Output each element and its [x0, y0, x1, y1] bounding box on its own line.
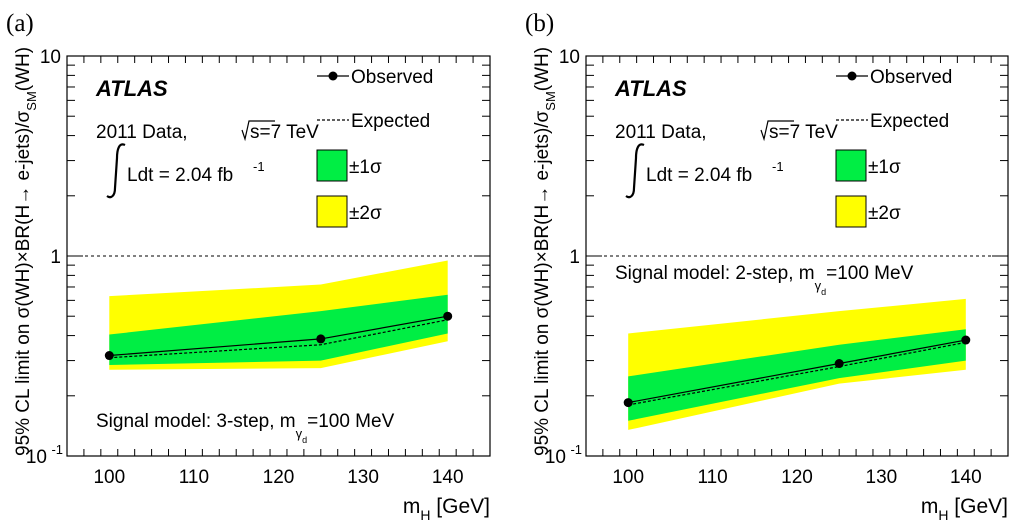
y-label-main: 95% CL limit on σ(WH)×BR(H→ e-jets)/σ — [13, 110, 34, 456]
legend-observed-label: Observed — [870, 67, 952, 88]
x-tick-label: 140 — [432, 467, 464, 488]
x-label-main: m — [403, 495, 421, 518]
dataset-label: 2011 Data, — [615, 122, 707, 143]
panel-label: (a) — [6, 10, 34, 37]
legend-observed-marker — [847, 71, 857, 81]
y-tick-label: 1 — [50, 247, 61, 268]
panel-label: (b) — [525, 10, 554, 37]
sqrt-s-label: s=7 TeV — [769, 122, 838, 143]
x-tick-label: 100 — [612, 467, 644, 488]
observed-point — [834, 359, 844, 369]
lumi-exponent: -1 — [253, 159, 265, 174]
legend: Observed Expected ±1σ ±2σ — [316, 67, 433, 228]
dataset-label: 2011 Data, — [96, 122, 188, 143]
observed-point — [443, 311, 453, 321]
x-tick-label: 110 — [179, 467, 209, 488]
y-tick-label: 10 — [545, 447, 566, 468]
integral-symbol — [106, 143, 126, 199]
observed-point — [104, 351, 114, 361]
legend-two-sigma-swatch — [835, 195, 867, 228]
lumi-label: Ldt = 2.04 fb — [127, 165, 233, 186]
y-label-main: 95% CL limit on σ(WH)×BR(H→ e-jets)/σ — [532, 110, 553, 456]
y-label-sub: SM — [24, 91, 39, 111]
x-tick-label: 110 — [697, 467, 727, 488]
x-tick-label: 100 — [93, 467, 125, 488]
legend-two-sigma-swatch — [316, 195, 348, 228]
y-tick-label: 1 — [569, 247, 580, 268]
y-axis-label: 95% CL limit on σ(WH)×BR(H→ e-jets)/σSM(… — [532, 47, 558, 456]
y-tick-label: 10 — [40, 47, 61, 68]
lumi-label: Ldt = 2.04 fb — [646, 165, 752, 186]
one-sigma-band — [109, 294, 448, 366]
y-tick-base: 10 — [545, 447, 566, 468]
x-tick-label: 120 — [781, 467, 813, 488]
y-tick-base: 10 — [26, 447, 47, 468]
sqrt-symbol — [760, 120, 794, 142]
legend-two-sigma-label: ±2σ — [868, 203, 901, 224]
legend-observed-marker — [328, 71, 338, 81]
y-tick-label: 10 — [26, 447, 47, 468]
legend-one-sigma-label: ±1σ — [349, 157, 382, 178]
legend: Observed Expected ±1σ ±2σ — [835, 67, 952, 228]
legend-expected-label: Expected — [870, 111, 949, 132]
lumi-exponent: -1 — [772, 159, 784, 174]
signal-model-subsub: d — [302, 435, 307, 445]
y-tick-exponent: -1 — [570, 442, 582, 457]
signal-model-tail: =100 MeV — [826, 263, 913, 284]
y-label-sub: SM — [543, 91, 558, 111]
signal-model-text: Signal model: 2-step, m — [615, 263, 815, 284]
sqrt-s-label: s=7 TeV — [250, 122, 319, 143]
signal-model-subsub: d — [821, 287, 826, 297]
expected-line — [628, 341, 966, 406]
x-label-tail: [GeV] — [948, 495, 1008, 518]
signal-model-sub: γ — [296, 426, 303, 441]
expected-line — [109, 319, 448, 359]
y-label-tail: (WH) — [532, 47, 553, 91]
x-label-main: m — [921, 495, 939, 518]
legend-observed-label: Observed — [351, 67, 433, 88]
legend-expected-label: Expected — [351, 111, 430, 132]
observed-point — [623, 398, 633, 408]
x-tick-label: 130 — [347, 467, 379, 488]
dataset-text: 2011 Data, — [615, 122, 707, 143]
x-axis-label: mH [GeV] — [921, 495, 1008, 523]
x-tick-label: 120 — [263, 467, 295, 488]
y-axis-label: 95% CL limit on σ(WH)×BR(H→ e-jets)/σSM(… — [13, 47, 39, 456]
legend-one-sigma-swatch — [316, 149, 348, 182]
signal-model-label: Signal model: 3-step, mγd=100 MeV — [96, 411, 395, 445]
dataset-text: 2011 Data, — [96, 122, 188, 143]
x-label-sub: H — [938, 507, 948, 523]
x-tick-label: 140 — [950, 467, 982, 488]
observed-point — [961, 335, 971, 345]
integral-symbol — [625, 143, 645, 199]
sqrt-symbol — [241, 120, 275, 142]
observed-point — [316, 334, 326, 344]
x-label-tail: [GeV] — [430, 495, 490, 518]
legend-one-sigma-swatch — [835, 149, 867, 182]
x-tick-label: 130 — [866, 467, 898, 488]
signal-model-tail: =100 MeV — [307, 411, 394, 432]
y-tick-exponent: -1 — [51, 442, 63, 457]
legend-two-sigma-label: ±2σ — [349, 203, 382, 224]
signal-model-text: Signal model: 3-step, m — [96, 411, 296, 432]
signal-model-label: Signal model: 2-step, mγd=100 MeV — [615, 263, 914, 297]
x-label-sub: H — [420, 507, 430, 523]
y-tick-label: 10 — [559, 47, 580, 68]
x-axis-label: mH [GeV] — [403, 495, 490, 523]
experiment-label: ATLAS — [614, 76, 687, 101]
legend-one-sigma-label: ±1σ — [868, 157, 901, 178]
signal-model-sub: γ — [815, 278, 822, 293]
one-sigma-band — [628, 329, 966, 421]
y-label-tail: (WH) — [13, 47, 34, 91]
experiment-label: ATLAS — [95, 76, 168, 101]
